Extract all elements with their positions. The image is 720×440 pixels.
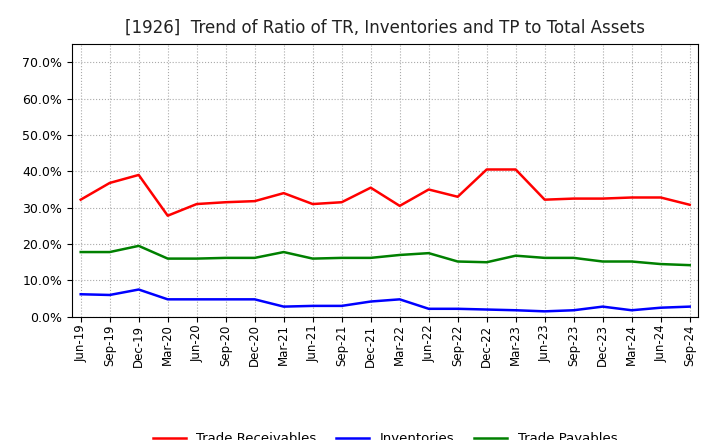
Trade Receivables — [308, 202, 317, 207]
Title: [1926]  Trend of Ratio of TR, Inventories and TP to Total Assets: [1926] Trend of Ratio of TR, Inventories… — [125, 19, 645, 37]
Inventories — [192, 297, 201, 302]
Inventories — [366, 299, 375, 304]
Trade Payables — [685, 263, 694, 268]
Trade Receivables — [279, 191, 288, 196]
Inventories — [163, 297, 172, 302]
Trade Payables — [598, 259, 607, 264]
Trade Receivables — [251, 198, 259, 204]
Trade Payables — [366, 255, 375, 260]
Inventories — [482, 307, 491, 312]
Trade Receivables — [541, 197, 549, 202]
Trade Receivables — [221, 200, 230, 205]
Inventories — [251, 297, 259, 302]
Inventories — [685, 304, 694, 309]
Trade Receivables — [482, 167, 491, 172]
Line: Trade Payables: Trade Payables — [81, 246, 690, 265]
Inventories — [511, 308, 520, 313]
Trade Payables — [338, 255, 346, 260]
Trade Receivables — [598, 196, 607, 201]
Line: Trade Receivables: Trade Receivables — [81, 169, 690, 216]
Trade Payables — [163, 256, 172, 261]
Trade Receivables — [338, 200, 346, 205]
Trade Receivables — [685, 202, 694, 207]
Legend: Trade Receivables, Inventories, Trade Payables: Trade Receivables, Inventories, Trade Pa… — [148, 427, 623, 440]
Trade Payables — [308, 256, 317, 261]
Trade Payables — [135, 243, 143, 249]
Trade Payables — [105, 249, 114, 255]
Inventories — [657, 305, 665, 310]
Trade Receivables — [105, 180, 114, 186]
Inventories — [424, 306, 433, 312]
Inventories — [627, 308, 636, 313]
Trade Receivables — [657, 195, 665, 200]
Trade Payables — [657, 261, 665, 267]
Trade Receivables — [454, 194, 462, 199]
Inventories — [338, 303, 346, 308]
Trade Payables — [511, 253, 520, 258]
Inventories — [76, 292, 85, 297]
Trade Payables — [192, 256, 201, 261]
Trade Payables — [395, 252, 404, 257]
Inventories — [105, 292, 114, 297]
Trade Payables — [541, 255, 549, 260]
Inventories — [135, 287, 143, 292]
Trade Receivables — [511, 167, 520, 172]
Inventories — [454, 306, 462, 312]
Inventories — [279, 304, 288, 309]
Trade Receivables — [395, 203, 404, 209]
Trade Receivables — [163, 213, 172, 218]
Trade Payables — [221, 255, 230, 260]
Trade Payables — [76, 249, 85, 255]
Inventories — [570, 308, 578, 313]
Trade Receivables — [192, 202, 201, 207]
Inventories — [308, 303, 317, 308]
Trade Payables — [482, 260, 491, 265]
Inventories — [395, 297, 404, 302]
Inventories — [221, 297, 230, 302]
Inventories — [598, 304, 607, 309]
Trade Payables — [279, 249, 288, 255]
Trade Payables — [627, 259, 636, 264]
Inventories — [541, 309, 549, 314]
Trade Payables — [251, 255, 259, 260]
Trade Receivables — [366, 185, 375, 191]
Trade Receivables — [627, 195, 636, 200]
Trade Receivables — [135, 172, 143, 178]
Trade Payables — [454, 259, 462, 264]
Trade Receivables — [424, 187, 433, 192]
Line: Inventories: Inventories — [81, 290, 690, 312]
Trade Payables — [570, 255, 578, 260]
Trade Receivables — [570, 196, 578, 201]
Trade Receivables — [76, 197, 85, 202]
Trade Payables — [424, 250, 433, 256]
